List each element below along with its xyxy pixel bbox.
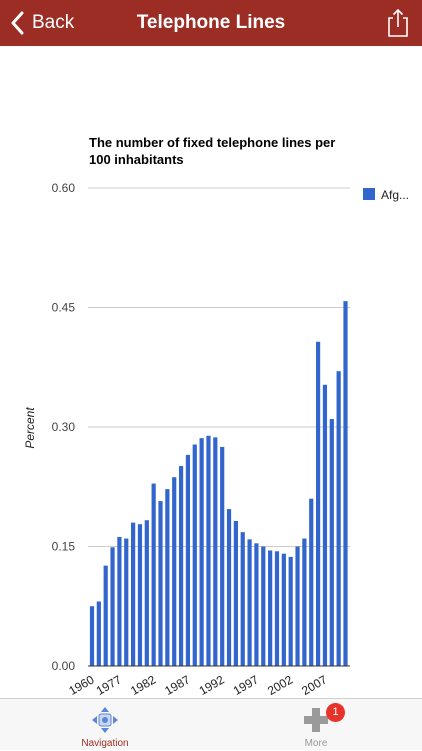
back-button[interactable]: Back: [10, 0, 74, 46]
bar: [226, 509, 232, 666]
bar: [302, 538, 307, 666]
y-tick-label: 0.00: [52, 659, 76, 673]
legend-label: Afg...: [381, 188, 409, 202]
x-tick-label: 1992: [197, 672, 227, 698]
y-axis-label: Percent: [23, 407, 37, 449]
bar: [185, 454, 191, 666]
bar: [288, 556, 293, 666]
x-tick-label: 1977: [94, 672, 124, 698]
bar: [144, 520, 149, 666]
bar: [151, 483, 156, 666]
bar-chart: The number of fixed telephone lines per 1…: [23, 135, 409, 698]
bar: [213, 437, 218, 666]
bar: [165, 489, 170, 666]
x-tick-label: 2007: [299, 672, 329, 698]
tab-more[interactable]: 1 More: [246, 699, 386, 751]
bar: [274, 551, 280, 666]
notification-badge: 1: [326, 703, 345, 722]
bar: [315, 341, 321, 666]
plus-icon: [304, 708, 328, 732]
bar: [103, 565, 108, 666]
bar: [178, 466, 184, 666]
tab-more-label: More: [304, 738, 328, 749]
bar: [240, 532, 245, 666]
y-tick-label: 0.60: [52, 181, 76, 195]
bar: [96, 601, 101, 666]
x-tick-label: 1987: [162, 672, 192, 698]
bar: [124, 538, 129, 666]
bar: [329, 419, 334, 666]
tab-navigation-label: Navigation: [81, 738, 129, 749]
tab-bar: Navigation 1 More: [0, 698, 422, 750]
y-tick-label: 0.30: [52, 420, 76, 434]
share-icon[interactable]: [386, 8, 410, 38]
bar: [261, 546, 266, 666]
bar: [172, 477, 177, 666]
bar: [295, 546, 300, 666]
bar: [206, 435, 211, 666]
bar: [322, 384, 328, 666]
bar: [309, 498, 314, 666]
bar: [89, 606, 95, 666]
x-tick-label: 2002: [265, 672, 295, 698]
y-tick-label: 0.45: [52, 301, 76, 315]
bar: [268, 550, 273, 666]
legend-swatch: [363, 188, 375, 200]
bar: [117, 536, 122, 666]
bar: [131, 522, 136, 666]
navigation-arrows-icon: [92, 707, 118, 733]
y-tick-label: 0.15: [52, 540, 76, 554]
navigation-bar: Back Telephone Lines: [0, 0, 422, 46]
bar: [220, 446, 225, 666]
chart-area: The number of fixed telephone lines per 1…: [0, 46, 422, 698]
chart-title-line: The number of fixed telephone lines per: [89, 135, 335, 150]
bar: [199, 438, 204, 666]
bar: [247, 539, 252, 666]
bar: [137, 524, 143, 666]
chart-title-line: 100 inhabitants: [89, 152, 184, 167]
x-tick-label: 1997: [231, 672, 261, 698]
bar: [233, 521, 238, 666]
bar: [281, 553, 286, 666]
tab-navigation[interactable]: Navigation: [35, 699, 175, 751]
bar: [343, 301, 348, 666]
bar: [110, 547, 115, 666]
x-tick-label: 1982: [128, 672, 158, 698]
bar: [158, 501, 163, 666]
bar: [336, 371, 341, 666]
chevron-left-icon: [11, 11, 24, 35]
x-tick-label: 1960: [66, 672, 96, 698]
bar: [192, 444, 197, 666]
back-label: Back: [32, 12, 75, 33]
bar: [254, 543, 259, 666]
